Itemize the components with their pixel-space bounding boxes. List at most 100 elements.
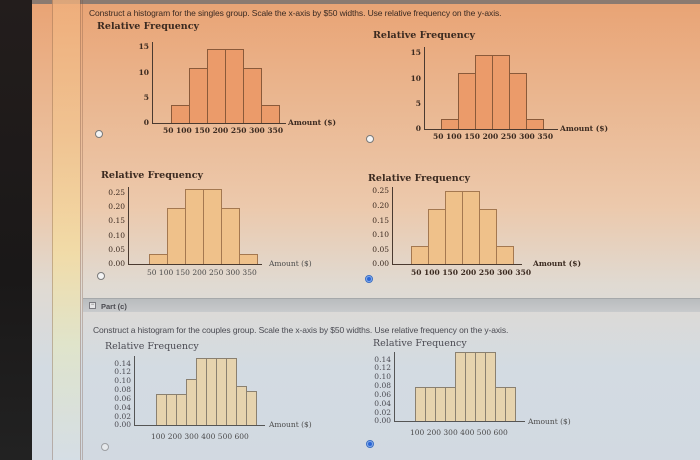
y-tick: 0.00 [114,420,131,429]
histogram-option-c: Relative Frequency 0.25 0.20 0.15 0.10 0… [83,165,353,285]
bar [458,73,476,129]
y-tick: 0.20 [108,202,125,211]
y-tick: 0.02 [114,412,131,421]
y-axis [128,187,129,265]
bar [239,254,258,264]
bar [207,49,226,123]
y-tick: 0.02 [374,408,391,417]
x-axis [424,129,558,130]
y-tick: 5 [143,93,149,102]
x-axis [392,264,522,265]
bar [509,73,527,129]
x-tick-labels: 50 100 150 200 250 300 350 [433,132,554,141]
x-axis [134,425,265,426]
x-axis-title: Amount ($) [288,118,337,127]
question-content: Construct a histogram for the singles gr… [82,0,700,460]
option-c-radio[interactable] [97,272,105,280]
bars [411,190,514,264]
bar [189,68,208,123]
y-tick: 0.00 [374,416,391,425]
bar [496,246,514,264]
bars [149,189,258,264]
y-axis [134,356,135,426]
part-c-header[interactable]: − Part (c) [83,298,700,312]
y-tick: 0.12 [114,367,131,376]
y-axis [152,42,153,124]
y-axis-title: Relative Frequency [373,338,467,349]
y-tick: 0.00 [108,259,125,268]
part-b-instruction: Construct a histogram for the singles gr… [89,8,502,18]
y-tick: 0.06 [114,394,131,403]
bar [221,208,240,264]
top-bar [32,0,700,4]
histogram-option-d: Relative Frequency 0.25 0.20 0.15 0.10 0… [353,165,653,285]
x-tick-labels: 50 100 150 200 250 300 350 [163,126,284,135]
y-axis [394,352,395,422]
bar [479,209,497,264]
page-margin [52,0,80,460]
bar [485,352,496,421]
x-axis-title: Amount ($) [560,124,609,133]
bar [167,208,186,264]
y-tick: 15 [410,48,421,57]
margin-line [52,0,53,460]
y-tick: 0.08 [114,385,131,394]
histogram-option-a: Relative Frequency 15 10 5 0 Amount ($) … [83,18,343,148]
bar [462,191,480,264]
quiz-page: Construct a histogram for the singles gr… [32,0,700,460]
y-axis-title: Relative Frequency [97,21,200,32]
x-axis-title: Amount ($) [528,417,571,426]
couples-option-b-radio[interactable] [366,440,374,448]
y-tick: 0.04 [374,399,391,408]
option-d-radio[interactable] [365,275,373,283]
y-tick: 0 [143,118,149,127]
monitor-bezel [0,0,32,460]
bars [415,352,516,421]
x-tick-labels: 50 100 150 200 250 300 350 [147,268,257,277]
bars [171,48,280,123]
option-a-radio[interactable] [95,130,103,138]
couples-option-a-radio[interactable] [101,443,109,451]
x-tick-labels: 100 200 300 400 500 600 [410,428,508,437]
margin-line [80,0,81,460]
y-tick: 0.04 [114,403,131,412]
part-c-instruction: Construct a histogram for the couples gr… [93,325,509,335]
x-axis [152,123,286,124]
bar [505,387,516,421]
y-tick: 0.25 [108,188,125,197]
bar [225,49,244,123]
y-tick: 0.08 [374,381,391,390]
collapse-toggle-icon[interactable]: − [89,302,96,309]
y-axis-title: Relative Frequency [368,173,471,184]
y-tick: 10 [138,68,149,77]
y-tick: 0 [415,124,421,133]
y-tick: 0.12 [374,363,391,372]
part-c-label: Part (c) [101,302,127,311]
y-tick: 0.00 [372,259,389,268]
y-tick: 0.06 [374,390,391,399]
option-b-radio[interactable] [366,135,374,143]
y-axis [424,47,425,130]
bar [171,105,190,123]
bar [185,189,204,264]
histogram-couples-option-b: Relative Frequency 0.14 0.12 0.10 0.08 0… [353,336,653,460]
y-tick: 0.14 [114,359,131,368]
x-axis [394,421,525,422]
y-tick: 10 [410,74,421,83]
x-axis [128,264,262,265]
y-tick: 0.05 [108,245,125,254]
x-axis-title: Amount ($) [269,259,312,268]
y-tick: 0.10 [114,376,131,385]
bars [156,356,257,425]
y-tick: 0.10 [108,231,125,240]
bar [411,246,429,264]
x-axis-title: Amount ($) [269,420,312,429]
y-tick: 0.10 [374,372,391,381]
y-tick: 0.20 [372,201,389,210]
bar [428,209,446,264]
y-axis-title: Relative Frequency [101,170,204,181]
bar [261,105,280,123]
y-tick: 0.15 [372,216,389,225]
bar [492,55,510,129]
y-tick: 0.10 [372,230,389,239]
